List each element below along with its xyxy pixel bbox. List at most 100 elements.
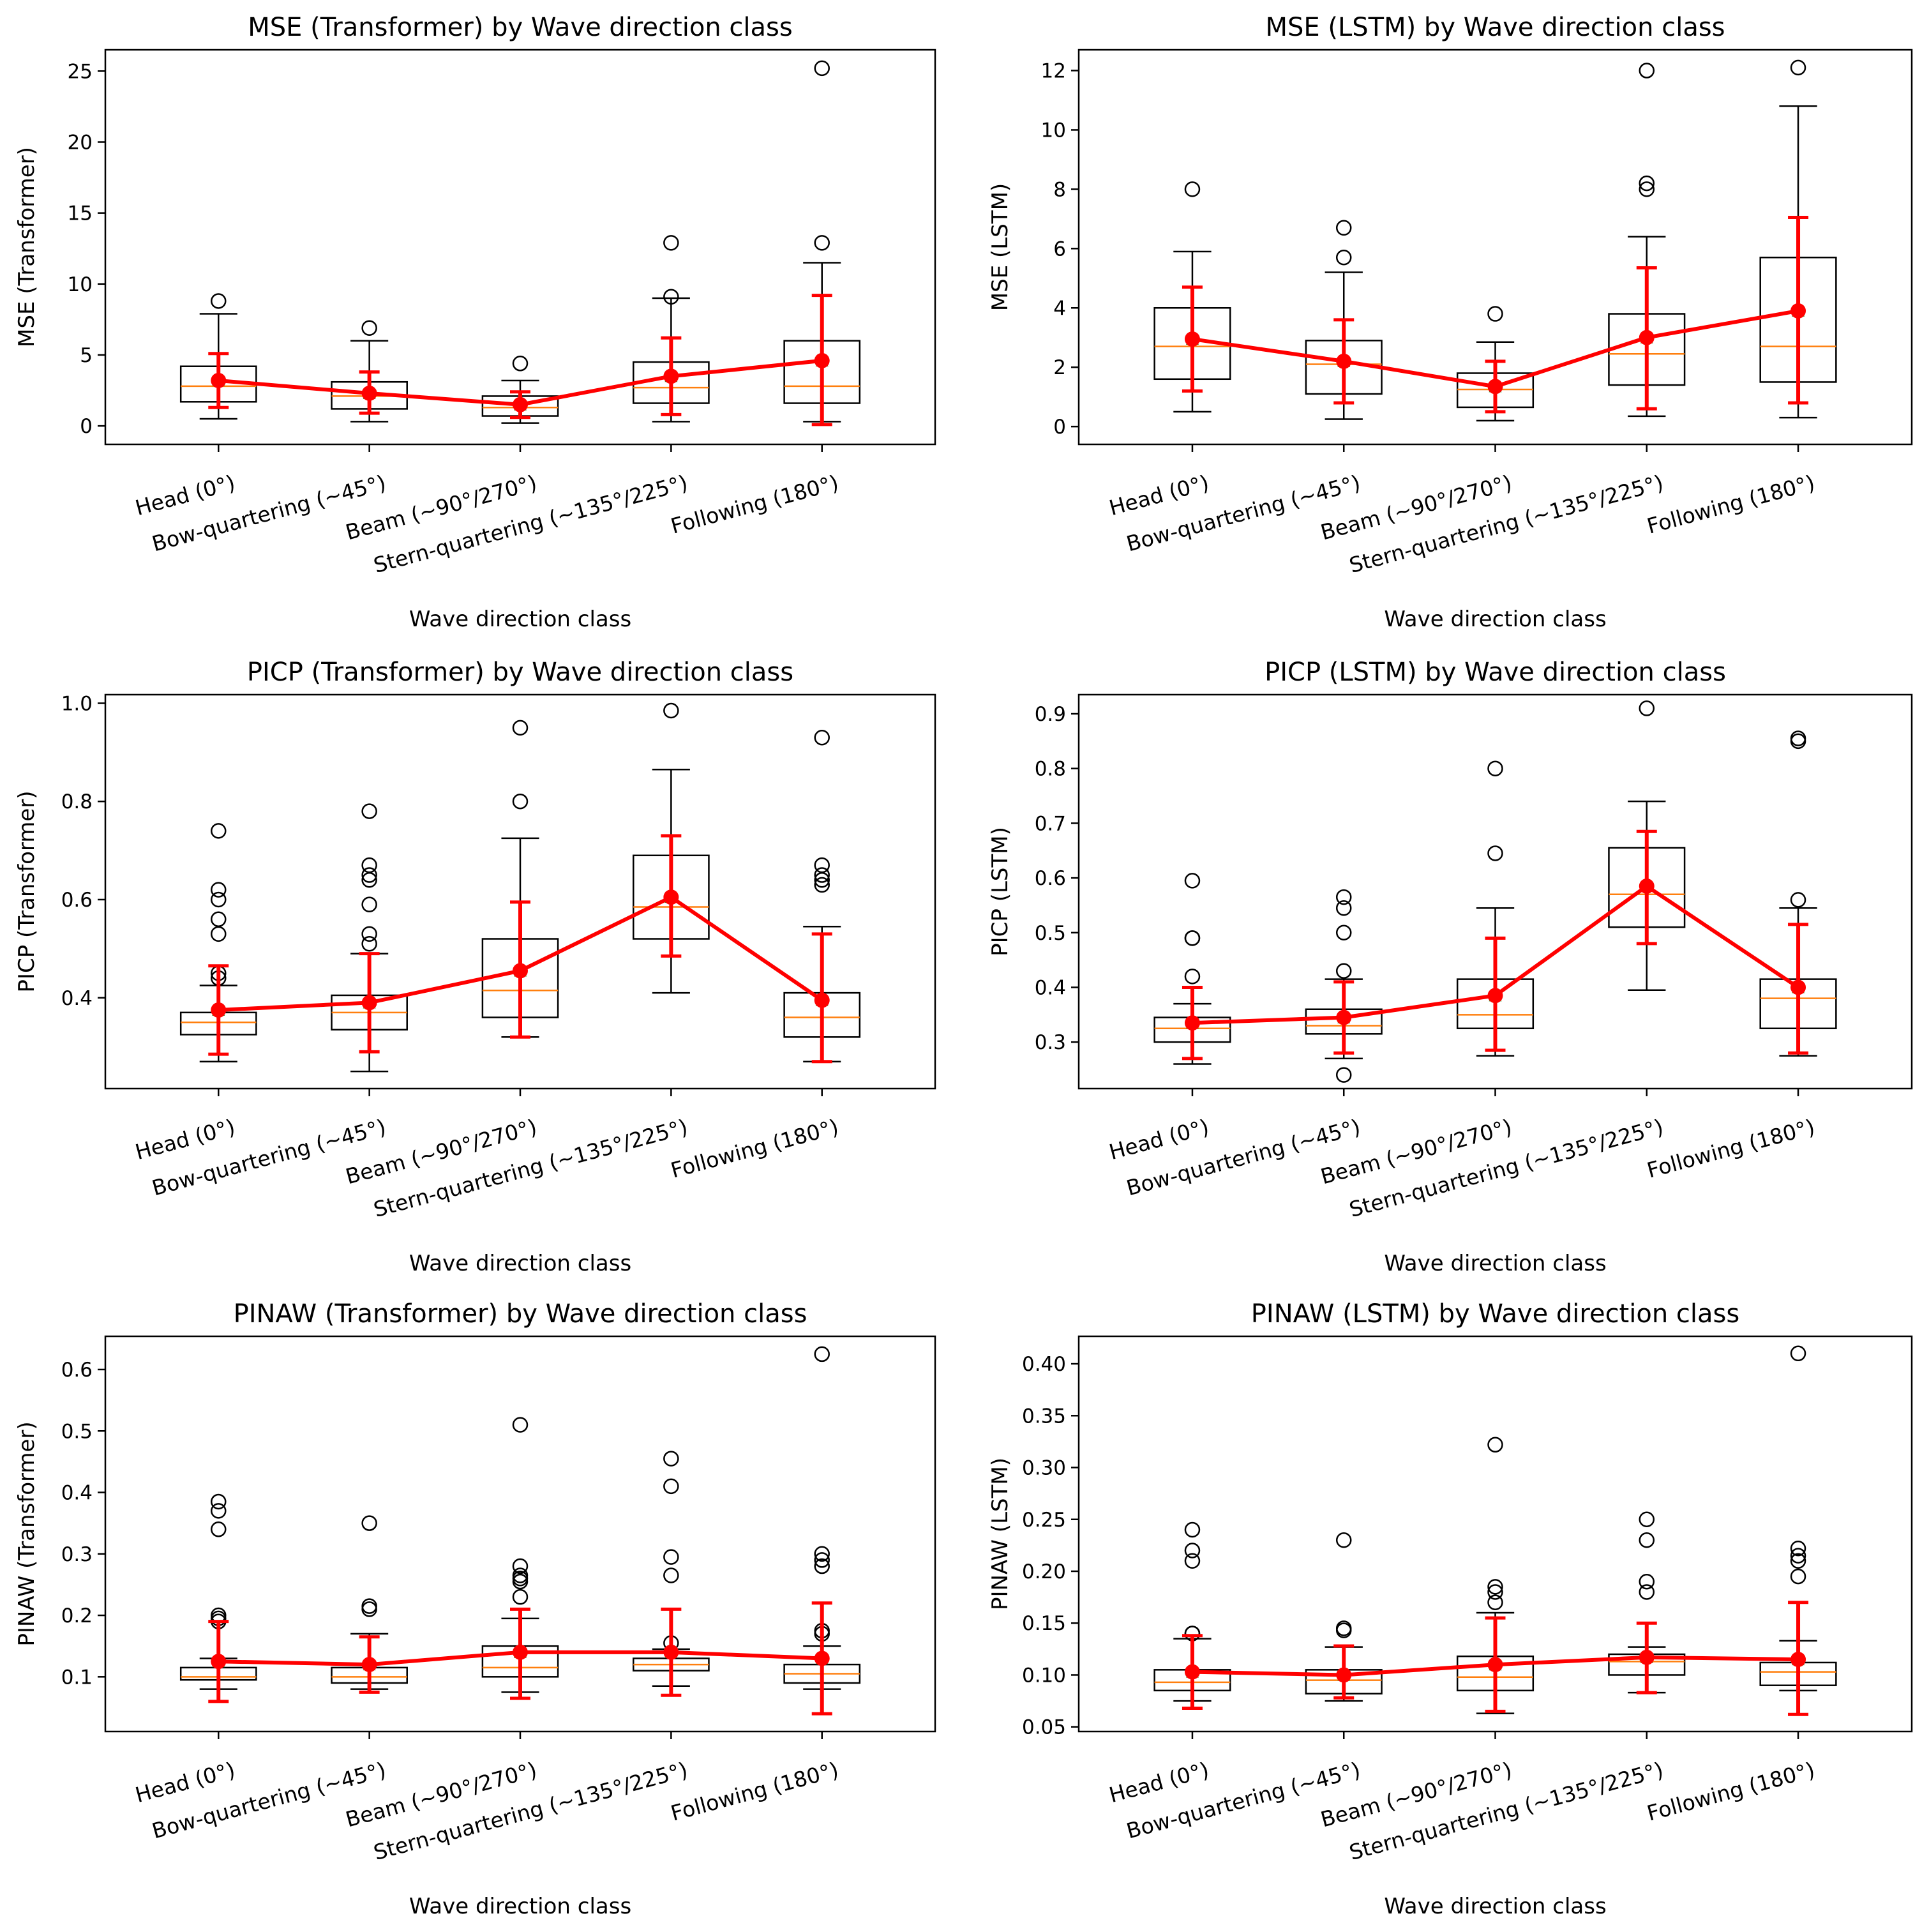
y-tick-label: 0.8	[1035, 758, 1066, 781]
outlier-point	[663, 1451, 679, 1467]
outlier-point	[814, 867, 830, 883]
outlier-point	[1184, 1521, 1201, 1538]
mean-point	[513, 1644, 528, 1660]
mean-point	[1487, 1657, 1503, 1673]
y-tick-label: 0.15	[1022, 1612, 1066, 1635]
y-tick-label: 0.4	[61, 987, 93, 1010]
outlier-point	[663, 1549, 679, 1565]
mean-point	[1487, 988, 1503, 1004]
y-tick-label: 0.35	[1022, 1405, 1066, 1428]
outlier-point	[1335, 1067, 1352, 1083]
mean-point	[211, 1654, 227, 1670]
y-tick-label: 0.05	[1022, 1716, 1066, 1739]
outlier-point	[211, 293, 227, 309]
outlier-point	[361, 926, 377, 942]
y-tick-label: 0.25	[1022, 1509, 1066, 1532]
outlier-point	[361, 857, 377, 873]
y-tick-label: 0.5	[1035, 922, 1066, 945]
outlier-point	[1639, 1511, 1655, 1528]
mean-point	[663, 1644, 679, 1660]
y-tick-label: 0.1	[61, 1666, 93, 1689]
category-label: Following (180°)	[1644, 1757, 1817, 1826]
mean-point	[211, 372, 227, 388]
mean-point	[1639, 329, 1655, 345]
y-tick-label: 0.9	[1035, 703, 1066, 726]
outlier-point	[1184, 181, 1201, 197]
outlier-point	[361, 935, 377, 952]
y-tick-label: 8	[1053, 178, 1066, 201]
chart-panel-5: PINAW (Transformer) by Wave direction cl…	[14, 1299, 936, 1919]
x-axis-label: Wave direction class	[1384, 607, 1606, 632]
mean-point	[1639, 878, 1655, 894]
outlier-point	[211, 911, 227, 927]
x-axis-label: Wave direction class	[409, 1894, 631, 1919]
y-tick-label: 25	[68, 60, 93, 83]
chart-panel-1: MSE (Transformer) by Wave direction clas…	[14, 13, 936, 632]
outlier-point	[814, 1552, 830, 1568]
category-label: Following (180°)	[1644, 1114, 1817, 1183]
outlier-point	[1639, 63, 1655, 79]
y-tick-label: 10	[1041, 119, 1066, 142]
outlier-point	[211, 1521, 227, 1537]
mean-point	[1184, 1664, 1200, 1680]
y-axis-label: PINAW (LSTM)	[987, 1458, 1013, 1610]
y-tick-label: 15	[68, 202, 93, 225]
outlier-point	[361, 1601, 377, 1617]
outlier-point	[814, 877, 830, 893]
mean-point	[1184, 1015, 1200, 1031]
chart-title: PICP (Transformer) by Wave direction cla…	[247, 658, 793, 687]
outlier-point	[1335, 220, 1352, 236]
y-tick-label: 0.6	[61, 1359, 93, 1382]
outlier-point	[1487, 1594, 1503, 1610]
mean-point	[1184, 331, 1200, 347]
outlier-point	[1184, 1553, 1201, 1569]
outlier-point	[663, 1478, 679, 1495]
y-tick-label: 0.5	[61, 1420, 93, 1443]
outlier-point	[1184, 969, 1201, 985]
x-axis-label: Wave direction class	[409, 607, 631, 632]
outlier-point	[1639, 1573, 1655, 1590]
outlier-point	[663, 1567, 679, 1583]
y-tick-label: 0.8	[61, 790, 93, 813]
chart-title: PINAW (LSTM) by Wave direction class	[1251, 1299, 1739, 1329]
mean-point	[663, 889, 679, 905]
y-tick-label: 0.30	[1022, 1457, 1066, 1480]
y-tick-label: 10	[68, 273, 93, 296]
mean-point	[211, 1002, 227, 1018]
outlier-point	[1790, 1553, 1806, 1569]
mean-point	[1790, 303, 1806, 319]
outlier-point	[1487, 1584, 1503, 1600]
x-axis-label: Wave direction class	[1384, 1894, 1606, 1919]
outlier-point	[512, 356, 529, 372]
y-axis-label: MSE (Transformer)	[14, 147, 40, 347]
y-tick-label: 5	[80, 344, 93, 367]
y-axis-label: PICP (LSTM)	[987, 827, 1013, 956]
outlier-point	[663, 235, 679, 251]
outlier-point	[1487, 760, 1503, 776]
outlier-point	[1790, 1540, 1806, 1557]
outlier-point	[1335, 924, 1352, 941]
mean-point	[361, 995, 377, 1011]
outlier-point	[814, 1558, 830, 1574]
chart-panel-6: PINAW (LSTM) by Wave direction class PINA…	[987, 1299, 1913, 1919]
outlier-point	[211, 926, 227, 942]
x-axis-label: Wave direction class	[409, 1251, 631, 1276]
outlier-point	[361, 1598, 377, 1614]
outlier-point	[211, 1493, 227, 1510]
outlier-point	[512, 1567, 529, 1583]
mean-point	[1487, 379, 1503, 395]
category-label: Following (180°)	[1644, 470, 1817, 539]
y-tick-label: 1.0	[61, 692, 93, 715]
y-tick-label: 0.40	[1022, 1353, 1066, 1376]
outlier-point	[1335, 1532, 1352, 1548]
outlier-point	[211, 1503, 227, 1519]
mean-point	[1639, 1649, 1655, 1665]
y-tick-label: 0.3	[61, 1543, 93, 1566]
outlier-point	[361, 896, 377, 912]
mean-point	[1336, 353, 1352, 369]
mean-point	[814, 992, 830, 1008]
outlier-point	[1790, 1345, 1806, 1362]
mean-point	[1336, 1009, 1352, 1025]
outlier-point	[1790, 892, 1806, 908]
